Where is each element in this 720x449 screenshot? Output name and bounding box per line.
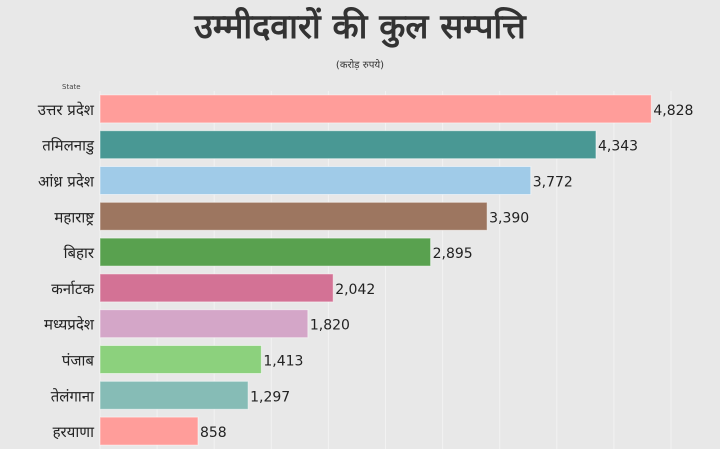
bar — [99, 94, 652, 124]
chart-subtitle: (करोड़ रुपये) — [335, 60, 385, 71]
value-label: 1,297 — [250, 389, 290, 405]
y-axis-title: State — [62, 83, 81, 91]
value-label: 4,828 — [653, 103, 693, 119]
value-label: 3,772 — [533, 175, 573, 191]
bar — [99, 309, 309, 339]
bar — [99, 237, 432, 267]
bar — [99, 273, 334, 303]
bar — [99, 380, 249, 410]
category-label: पंजाब — [62, 352, 95, 370]
chart-title: उम्मीदवारों की कुल सम्पत्ति — [194, 7, 526, 47]
bar — [99, 130, 597, 160]
value-label: 3,390 — [489, 210, 529, 226]
value-label: 2,042 — [335, 282, 375, 298]
value-label: 858 — [200, 425, 227, 441]
category-label: तेलंगाना — [51, 387, 95, 405]
category-label: तमिलनाडु — [42, 137, 95, 156]
category-label: कर्नाटक — [51, 280, 94, 298]
value-label: 4,343 — [598, 139, 638, 155]
value-label: 2,895 — [433, 246, 473, 262]
category-label: महाराष्ट्र — [54, 208, 94, 226]
bar — [99, 345, 262, 374]
bar — [99, 416, 199, 446]
value-label: 1,413 — [263, 354, 303, 370]
category-label: उत्तर प्रदेश — [38, 101, 95, 119]
bar — [99, 166, 532, 195]
category-label: बिहार — [64, 244, 95, 262]
category-label: आंध्र प्रदेश — [38, 173, 95, 191]
category-label: मध्यप्रदेश — [44, 316, 95, 334]
category-label: हरयाणा — [53, 423, 96, 441]
value-label: 1,820 — [310, 318, 350, 334]
bar — [99, 201, 488, 231]
